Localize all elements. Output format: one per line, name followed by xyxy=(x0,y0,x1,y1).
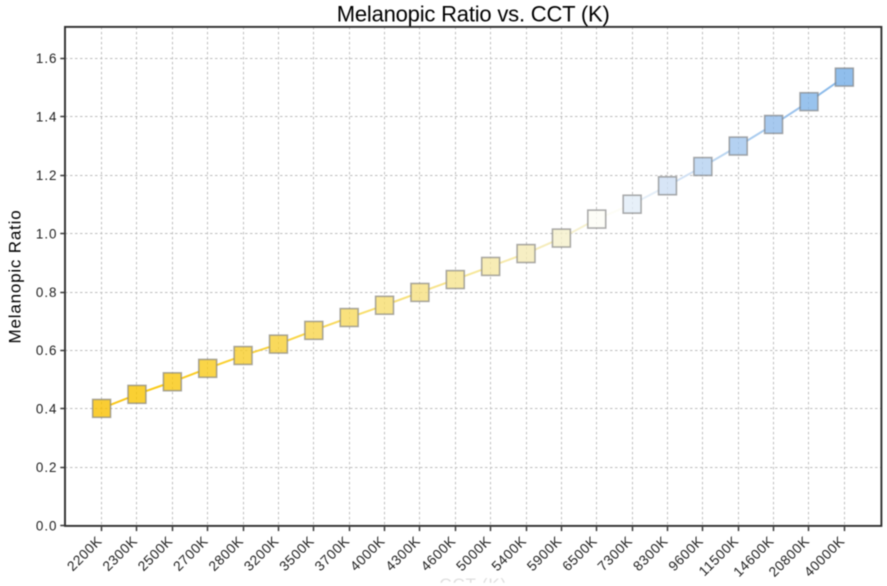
svg-text:0.6: 0.6 xyxy=(36,343,58,358)
svg-text:0.4: 0.4 xyxy=(36,402,58,417)
svg-text:1.2: 1.2 xyxy=(36,168,58,183)
svg-text:0.0: 0.0 xyxy=(36,519,58,534)
svg-text:CCT (K): CCT (K) xyxy=(439,575,507,586)
svg-text:1.6: 1.6 xyxy=(36,51,58,66)
svg-text:1.4: 1.4 xyxy=(36,110,58,125)
svg-text:1.0: 1.0 xyxy=(36,226,58,241)
svg-text:Melanopic Ratio: Melanopic Ratio xyxy=(6,210,25,344)
svg-text:0.8: 0.8 xyxy=(36,285,58,300)
svg-text:Melanopic Ratio vs. CCT (K): Melanopic Ratio vs. CCT (K) xyxy=(337,2,610,27)
svg-text:0.2: 0.2 xyxy=(36,460,58,475)
